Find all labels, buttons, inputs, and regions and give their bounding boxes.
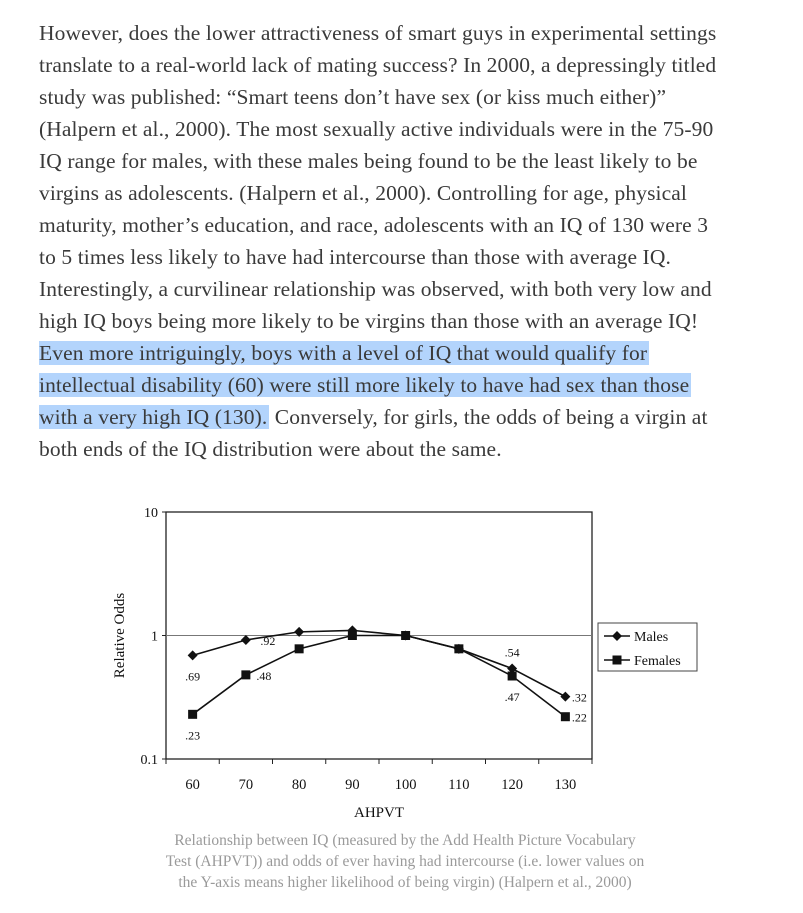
paragraph-line: translate to a real-world lack of mating… xyxy=(39,49,779,81)
data-label: .92 xyxy=(260,634,275,648)
paragraph-text: study was published: “Smart teens don’t … xyxy=(39,85,667,109)
data-label: .22 xyxy=(572,711,587,725)
paragraph-text: virgins as adolescents. (Halpern et al.,… xyxy=(39,181,687,205)
paragraph-text: high IQ boys being more likely to be vir… xyxy=(39,309,699,333)
legend-label-females: Females xyxy=(634,654,681,669)
female-data-point xyxy=(241,670,251,680)
data-label: .23 xyxy=(185,728,200,742)
series-line-males xyxy=(192,629,566,698)
paragraph-text: (Halpern et al., 2000). The most sexuall… xyxy=(39,117,714,141)
paragraph-text: However, does the lower attractiveness o… xyxy=(39,21,717,45)
caption-line: Test (AHPVT)) and odds of ever having ha… xyxy=(165,853,645,870)
female-data-point xyxy=(347,631,357,640)
x-tick-label: 70 xyxy=(239,777,254,793)
x-tick-label: 120 xyxy=(501,777,523,793)
paragraph-text: both ends of the IQ distribution were ab… xyxy=(39,437,502,461)
highlighted-text: Even more intriguingly, boys with a leve… xyxy=(39,341,650,365)
x-tick-label: 110 xyxy=(448,777,469,793)
male-data-point xyxy=(507,663,518,674)
y-tick-label: 10 xyxy=(144,506,158,521)
paragraph-text: translate to a real-world lack of mating… xyxy=(39,53,717,77)
paragraph-text: IQ range for males, with these males bei… xyxy=(39,149,698,173)
paragraph-line: (Halpern et al., 2000). The most sexuall… xyxy=(39,113,779,145)
x-tick-label: 90 xyxy=(345,777,360,793)
paragraph-line: high IQ boys being more likely to be vir… xyxy=(39,305,779,337)
paragraph-line: Interestingly, a curvilinear relationshi… xyxy=(39,273,779,305)
male-data-point xyxy=(294,626,305,637)
data-label: .69 xyxy=(185,669,200,683)
paragraph-line: with a very high IQ (130). Conversely, f… xyxy=(39,401,779,433)
male-data-point xyxy=(187,650,198,661)
y-tick-label: 1 xyxy=(151,630,158,645)
data-label: .47 xyxy=(505,690,520,704)
paragraph-line: However, does the lower attractiveness o… xyxy=(39,17,779,49)
legend-square-icon xyxy=(612,655,622,665)
paragraph-line: Even more intriguingly, boys with a leve… xyxy=(39,337,779,369)
paragraph-text: maturity, mother’s education, and race, … xyxy=(39,213,709,237)
paragraph-line: to 5 times less likely to have had inter… xyxy=(39,241,779,273)
female-data-point xyxy=(507,671,517,681)
paragraph-text: to 5 times less likely to have had inter… xyxy=(39,245,671,269)
x-tick-label: 100 xyxy=(395,777,417,793)
x-tick-label: 60 xyxy=(185,777,200,793)
legend-diamond-icon xyxy=(612,631,622,641)
y-tick-label: 0.1 xyxy=(141,753,159,768)
caption-line: Relationship between IQ (measured by the… xyxy=(174,832,636,849)
female-data-point xyxy=(401,631,411,640)
paragraph-line: intellectual disability (60) were still … xyxy=(39,369,779,401)
male-data-point xyxy=(240,634,251,645)
female-data-point xyxy=(294,644,304,654)
female-data-point xyxy=(560,712,570,722)
paragraph-line: maturity, mother’s education, and race, … xyxy=(39,209,779,241)
data-label: .48 xyxy=(256,669,271,683)
female-data-point xyxy=(454,644,464,654)
y-axis-label: Relative Odds xyxy=(112,593,128,679)
highlighted-text: with a very high IQ (130). xyxy=(39,405,270,429)
x-axis-label: AHPVT xyxy=(354,805,404,821)
data-label: .32 xyxy=(572,691,587,705)
figure-chart: 0.1 1 10 60 70 80 90 100 110 120 130 AHPVT Relative … xyxy=(100,495,720,825)
paragraph-line: virgins as adolescents. (Halpern et al.,… xyxy=(39,177,779,209)
paragraph-text: Conversely, for girls, the odds of being… xyxy=(269,405,708,429)
legend-label-males: Males xyxy=(634,630,668,645)
paragraph-line: IQ range for males, with these males bei… xyxy=(39,145,779,177)
x-tick-label: 130 xyxy=(555,777,577,793)
caption-line: the Y-axis means higher likelihood of be… xyxy=(178,874,632,891)
paragraph-line: both ends of the IQ distribution were ab… xyxy=(39,433,779,465)
article-paragraph: However, does the lower attractiveness o… xyxy=(39,17,779,465)
male-data-point xyxy=(560,691,571,702)
highlighted-text: intellectual disability (60) were still … xyxy=(39,373,692,397)
paragraph-text: Interestingly, a curvilinear relationshi… xyxy=(39,277,712,301)
paragraph-line: study was published: “Smart teens don’t … xyxy=(39,81,779,113)
x-tick-label: 80 xyxy=(292,777,307,793)
figure-caption: Relationship between IQ (measured by the… xyxy=(100,830,710,893)
series-line-females xyxy=(192,634,566,718)
female-data-point xyxy=(188,709,198,719)
data-label: .54 xyxy=(505,646,520,660)
